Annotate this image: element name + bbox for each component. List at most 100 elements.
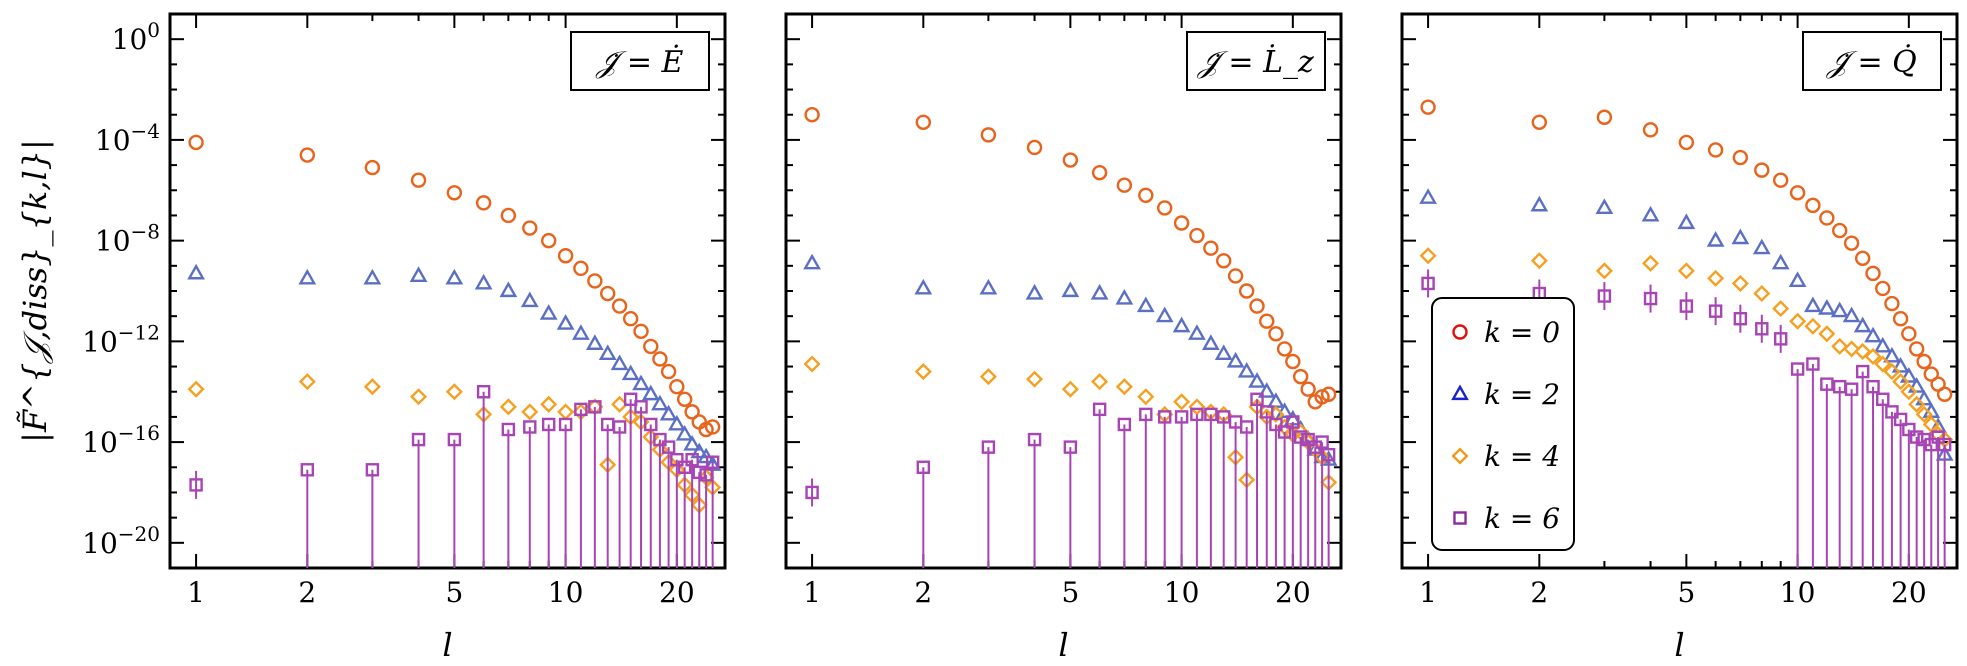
- data-point: [1214, 344, 1233, 361]
- data-point: [1900, 383, 1918, 401]
- data-point: [499, 398, 517, 416]
- data-point: [1789, 185, 1806, 201]
- data-point: [445, 268, 464, 285]
- series-k0: [804, 107, 1337, 410]
- panel-3: 1 2 5 10 20 l 𝒥̇ = Q̇ k = 0 k = 2 k = 4 k = 6: [1400, 12, 1959, 664]
- data-point: [1732, 149, 1749, 166]
- y-axis-label: |F̃^{𝒥,diss}_{k,l}|: [16, 139, 54, 443]
- data-point: [1885, 405, 1899, 419]
- data-point: [690, 442, 709, 459]
- data-point: [1892, 373, 1910, 391]
- data-point: [1819, 210, 1835, 226]
- data-point: [363, 378, 381, 396]
- data-point: [699, 468, 713, 482]
- data-point: [1091, 373, 1109, 391]
- data-point: [1188, 398, 1206, 416]
- data-point: [644, 417, 658, 432]
- data-point: [1420, 99, 1436, 115]
- data-point: [643, 338, 659, 355]
- data-point: [410, 172, 427, 188]
- legend: [1431, 297, 1575, 551]
- data-point: [1893, 412, 1908, 427]
- data-point: [1916, 353, 1932, 370]
- data-point: [446, 185, 463, 201]
- data-point: [1237, 362, 1256, 378]
- data-point: [187, 263, 205, 280]
- data-point: [1292, 368, 1309, 385]
- data-point: [187, 380, 205, 398]
- data-point: [1936, 386, 1953, 402]
- data-point: [1025, 283, 1044, 300]
- data-point: [1190, 407, 1204, 422]
- data-point: [914, 363, 932, 381]
- data-point: [981, 440, 996, 454]
- x-tick-label: 20: [1275, 576, 1311, 609]
- data-point: [1115, 288, 1134, 305]
- data-point: [1830, 301, 1849, 318]
- legend-marker: [1451, 447, 1469, 465]
- data-point: [1804, 296, 1822, 313]
- x-tick-label: 5: [1677, 576, 1695, 609]
- data-point: [1843, 235, 1860, 251]
- data-point: [1707, 269, 1725, 287]
- data-point: [1531, 114, 1548, 130]
- data-point: [1136, 296, 1155, 313]
- data-point: [659, 404, 678, 421]
- x-tick-label: 5: [1061, 576, 1079, 609]
- x-tick-label: 2: [298, 576, 316, 609]
- data-point: [1902, 422, 1916, 437]
- data-point: [675, 424, 694, 441]
- data-point: [540, 395, 558, 413]
- data-point: [1092, 402, 1107, 417]
- data-point: [1115, 378, 1133, 396]
- data-point: [1248, 372, 1266, 388]
- data-point: [1937, 437, 1952, 452]
- data-point: [1026, 370, 1044, 388]
- data-point: [1922, 415, 1940, 433]
- data-point: [1707, 142, 1724, 158]
- data-point: [501, 422, 516, 437]
- legend-marker: [1452, 324, 1468, 340]
- data-point: [1873, 336, 1892, 353]
- legend-label: k = 6: [1484, 502, 1560, 535]
- data-point: [1293, 430, 1308, 444]
- data-point: [573, 260, 589, 277]
- x-tick-label: 1: [187, 576, 205, 609]
- data-point: [676, 391, 693, 407]
- data-point: [1268, 326, 1284, 342]
- data-point: [651, 394, 669, 411]
- data-point: [692, 465, 706, 480]
- data-point: [661, 440, 676, 454]
- data-point: [1874, 355, 1892, 373]
- data-point: [1157, 410, 1172, 424]
- series-k6: [189, 385, 720, 568]
- x-tick-label: 10: [1780, 576, 1816, 609]
- data-point: [1754, 162, 1770, 178]
- data-point: [1805, 197, 1821, 214]
- x-tick-label: 20: [1891, 576, 1927, 609]
- data-point: [1315, 435, 1329, 449]
- data-point: [1419, 188, 1437, 204]
- data-point: [1924, 437, 1938, 452]
- data-point: [1892, 311, 1909, 327]
- data-point: [540, 232, 557, 249]
- data-point: [298, 268, 317, 285]
- data-point: [1530, 195, 1549, 212]
- data-point: [1915, 405, 1933, 423]
- data-point: [1901, 326, 1917, 342]
- x-axis-label: l: [1674, 626, 1684, 664]
- series-k6: [805, 392, 1336, 568]
- data-point: [1259, 313, 1275, 329]
- data-point: [1285, 353, 1301, 370]
- data-point: [1061, 281, 1080, 298]
- data-point: [1137, 388, 1155, 406]
- x-tick-label: 1: [1419, 576, 1437, 609]
- data-point: [670, 452, 684, 467]
- data-point: [1595, 198, 1614, 214]
- data-point: [1276, 341, 1293, 357]
- data-point: [1201, 334, 1220, 350]
- data-point: [611, 298, 628, 314]
- data-point: [600, 285, 616, 302]
- data-point: [1923, 366, 1939, 382]
- data-point: [660, 363, 677, 380]
